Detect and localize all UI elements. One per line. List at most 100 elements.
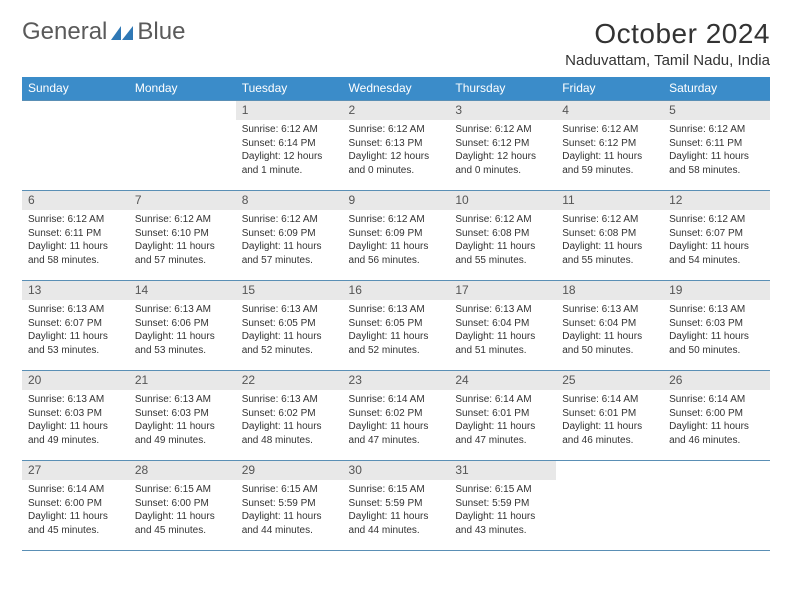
logo-text-1: General (22, 18, 107, 46)
day-details: Sunrise: 6:13 AMSunset: 6:03 PMDaylight:… (129, 390, 236, 451)
day-details: Sunrise: 6:12 AMSunset: 6:12 PMDaylight:… (556, 120, 663, 181)
calendar-day-cell: 21Sunrise: 6:13 AMSunset: 6:03 PMDayligh… (129, 371, 236, 461)
day-number: 13 (22, 281, 129, 300)
calendar-day-cell: 27Sunrise: 6:14 AMSunset: 6:00 PMDayligh… (22, 461, 129, 551)
day-details: Sunrise: 6:12 AMSunset: 6:11 PMDaylight:… (663, 120, 770, 181)
calendar-day-cell: 29Sunrise: 6:15 AMSunset: 5:59 PMDayligh… (236, 461, 343, 551)
calendar-day-cell (663, 461, 770, 551)
weekday-header: Friday (556, 77, 663, 101)
calendar-day-cell: 17Sunrise: 6:13 AMSunset: 6:04 PMDayligh… (449, 281, 556, 371)
day-details: Sunrise: 6:12 AMSunset: 6:08 PMDaylight:… (449, 210, 556, 271)
day-number: 21 (129, 371, 236, 390)
weekday-header: Wednesday (343, 77, 450, 101)
day-number: 31 (449, 461, 556, 480)
day-details: Sunrise: 6:13 AMSunset: 6:06 PMDaylight:… (129, 300, 236, 361)
day-details: Sunrise: 6:12 AMSunset: 6:12 PMDaylight:… (449, 120, 556, 181)
calendar-day-cell: 14Sunrise: 6:13 AMSunset: 6:06 PMDayligh… (129, 281, 236, 371)
day-details: Sunrise: 6:13 AMSunset: 6:02 PMDaylight:… (236, 390, 343, 451)
calendar-body: 1Sunrise: 6:12 AMSunset: 6:14 PMDaylight… (22, 101, 770, 551)
calendar-day-cell: 18Sunrise: 6:13 AMSunset: 6:04 PMDayligh… (556, 281, 663, 371)
calendar-day-cell: 5Sunrise: 6:12 AMSunset: 6:11 PMDaylight… (663, 101, 770, 191)
calendar-day-cell: 9Sunrise: 6:12 AMSunset: 6:09 PMDaylight… (343, 191, 450, 281)
day-number: 23 (343, 371, 450, 390)
day-details: Sunrise: 6:12 AMSunset: 6:09 PMDaylight:… (236, 210, 343, 271)
calendar-day-cell: 28Sunrise: 6:15 AMSunset: 6:00 PMDayligh… (129, 461, 236, 551)
weekday-header: Saturday (663, 77, 770, 101)
day-number: 18 (556, 281, 663, 300)
calendar-week-row: 6Sunrise: 6:12 AMSunset: 6:11 PMDaylight… (22, 191, 770, 281)
calendar-day-cell (556, 461, 663, 551)
day-number: 12 (663, 191, 770, 210)
day-details: Sunrise: 6:12 AMSunset: 6:09 PMDaylight:… (343, 210, 450, 271)
day-details: Sunrise: 6:15 AMSunset: 6:00 PMDaylight:… (129, 480, 236, 541)
day-number: 22 (236, 371, 343, 390)
day-details: Sunrise: 6:13 AMSunset: 6:04 PMDaylight:… (449, 300, 556, 361)
weekday-header: Sunday (22, 77, 129, 101)
calendar-day-cell: 31Sunrise: 6:15 AMSunset: 5:59 PMDayligh… (449, 461, 556, 551)
day-number: 27 (22, 461, 129, 480)
day-number: 4 (556, 101, 663, 120)
calendar-day-cell: 7Sunrise: 6:12 AMSunset: 6:10 PMDaylight… (129, 191, 236, 281)
calendar-day-cell: 20Sunrise: 6:13 AMSunset: 6:03 PMDayligh… (22, 371, 129, 461)
day-details: Sunrise: 6:12 AMSunset: 6:13 PMDaylight:… (343, 120, 450, 181)
calendar-day-cell: 8Sunrise: 6:12 AMSunset: 6:09 PMDaylight… (236, 191, 343, 281)
day-details: Sunrise: 6:14 AMSunset: 6:01 PMDaylight:… (449, 390, 556, 451)
day-details: Sunrise: 6:15 AMSunset: 5:59 PMDaylight:… (343, 480, 450, 541)
day-details: Sunrise: 6:14 AMSunset: 6:02 PMDaylight:… (343, 390, 450, 451)
day-details: Sunrise: 6:13 AMSunset: 6:03 PMDaylight:… (663, 300, 770, 361)
day-number: 19 (663, 281, 770, 300)
calendar-day-cell: 13Sunrise: 6:13 AMSunset: 6:07 PMDayligh… (22, 281, 129, 371)
calendar-day-cell: 23Sunrise: 6:14 AMSunset: 6:02 PMDayligh… (343, 371, 450, 461)
day-number: 25 (556, 371, 663, 390)
calendar-day-cell: 3Sunrise: 6:12 AMSunset: 6:12 PMDaylight… (449, 101, 556, 191)
weekday-header: Monday (129, 77, 236, 101)
day-number: 11 (556, 191, 663, 210)
day-number: 5 (663, 101, 770, 120)
calendar-day-cell (22, 101, 129, 191)
calendar-week-row: 27Sunrise: 6:14 AMSunset: 6:00 PMDayligh… (22, 461, 770, 551)
day-details: Sunrise: 6:13 AMSunset: 6:05 PMDaylight:… (236, 300, 343, 361)
calendar-day-cell: 1Sunrise: 6:12 AMSunset: 6:14 PMDaylight… (236, 101, 343, 191)
day-details: Sunrise: 6:14 AMSunset: 6:01 PMDaylight:… (556, 390, 663, 451)
day-number: 24 (449, 371, 556, 390)
calendar-week-row: 13Sunrise: 6:13 AMSunset: 6:07 PMDayligh… (22, 281, 770, 371)
day-number: 3 (449, 101, 556, 120)
day-number: 16 (343, 281, 450, 300)
day-number: 17 (449, 281, 556, 300)
calendar-week-row: 20Sunrise: 6:13 AMSunset: 6:03 PMDayligh… (22, 371, 770, 461)
day-details: Sunrise: 6:13 AMSunset: 6:04 PMDaylight:… (556, 300, 663, 361)
calendar-day-cell: 10Sunrise: 6:12 AMSunset: 6:08 PMDayligh… (449, 191, 556, 281)
day-number: 15 (236, 281, 343, 300)
calendar-day-cell: 26Sunrise: 6:14 AMSunset: 6:00 PMDayligh… (663, 371, 770, 461)
calendar-day-cell: 30Sunrise: 6:15 AMSunset: 5:59 PMDayligh… (343, 461, 450, 551)
day-number: 28 (129, 461, 236, 480)
day-number: 10 (449, 191, 556, 210)
calendar-day-cell: 25Sunrise: 6:14 AMSunset: 6:01 PMDayligh… (556, 371, 663, 461)
day-number: 29 (236, 461, 343, 480)
title-block: October 2024 Naduvattam, Tamil Nadu, Ind… (565, 18, 770, 69)
day-number: 8 (236, 191, 343, 210)
calendar-week-row: 1Sunrise: 6:12 AMSunset: 6:14 PMDaylight… (22, 101, 770, 191)
day-details: Sunrise: 6:12 AMSunset: 6:14 PMDaylight:… (236, 120, 343, 181)
logo: General Blue (22, 18, 185, 46)
calendar-table: Sunday Monday Tuesday Wednesday Thursday… (22, 77, 770, 551)
day-number: 7 (129, 191, 236, 210)
day-details: Sunrise: 6:14 AMSunset: 6:00 PMDaylight:… (663, 390, 770, 451)
calendar-day-cell: 4Sunrise: 6:12 AMSunset: 6:12 PMDaylight… (556, 101, 663, 191)
location: Naduvattam, Tamil Nadu, India (565, 52, 770, 69)
day-number: 6 (22, 191, 129, 210)
weekday-header-row: Sunday Monday Tuesday Wednesday Thursday… (22, 77, 770, 101)
day-details: Sunrise: 6:13 AMSunset: 6:05 PMDaylight:… (343, 300, 450, 361)
month-title: October 2024 (565, 18, 770, 50)
weekday-header: Thursday (449, 77, 556, 101)
header: General Blue October 2024 Naduvattam, Ta… (22, 18, 770, 69)
calendar-day-cell: 12Sunrise: 6:12 AMSunset: 6:07 PMDayligh… (663, 191, 770, 281)
day-number: 1 (236, 101, 343, 120)
calendar-day-cell: 11Sunrise: 6:12 AMSunset: 6:08 PMDayligh… (556, 191, 663, 281)
logo-text-2: Blue (137, 18, 185, 46)
day-number: 14 (129, 281, 236, 300)
day-details: Sunrise: 6:12 AMSunset: 6:08 PMDaylight:… (556, 210, 663, 271)
weekday-header: Tuesday (236, 77, 343, 101)
calendar-day-cell (129, 101, 236, 191)
day-details: Sunrise: 6:13 AMSunset: 6:03 PMDaylight:… (22, 390, 129, 451)
